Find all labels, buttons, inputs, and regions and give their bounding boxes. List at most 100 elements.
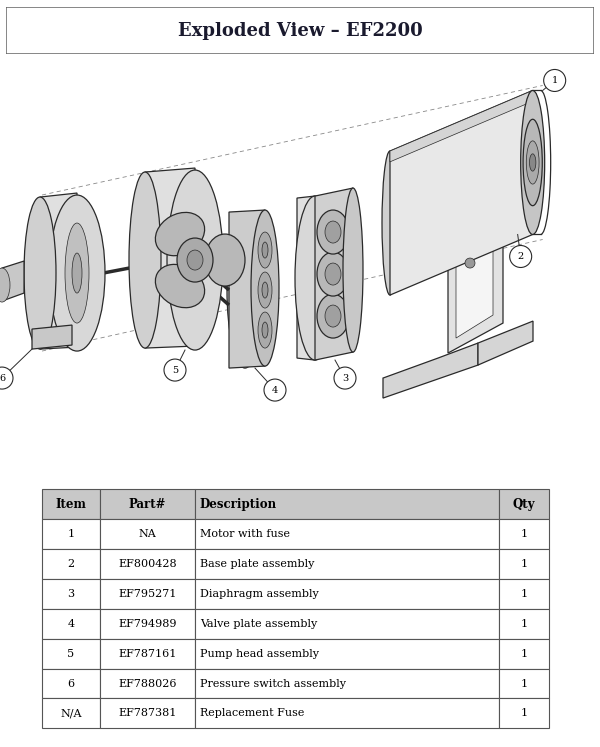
FancyBboxPatch shape bbox=[42, 579, 100, 609]
Ellipse shape bbox=[317, 210, 349, 254]
Text: 1: 1 bbox=[551, 76, 558, 85]
Ellipse shape bbox=[155, 264, 205, 308]
Polygon shape bbox=[478, 321, 533, 365]
Ellipse shape bbox=[24, 197, 56, 349]
Text: 1: 1 bbox=[520, 529, 527, 539]
Ellipse shape bbox=[0, 268, 10, 302]
FancyBboxPatch shape bbox=[42, 489, 100, 519]
Text: 1: 1 bbox=[67, 529, 74, 539]
FancyBboxPatch shape bbox=[499, 698, 549, 728]
Text: Part#: Part# bbox=[129, 498, 166, 511]
Ellipse shape bbox=[382, 151, 398, 295]
Text: EF787381: EF787381 bbox=[118, 708, 177, 719]
Ellipse shape bbox=[258, 272, 272, 308]
Circle shape bbox=[334, 367, 356, 389]
Ellipse shape bbox=[317, 252, 349, 296]
Circle shape bbox=[0, 367, 13, 389]
FancyBboxPatch shape bbox=[195, 489, 499, 519]
FancyBboxPatch shape bbox=[100, 549, 195, 579]
Text: 1: 1 bbox=[520, 619, 527, 629]
Ellipse shape bbox=[262, 242, 268, 258]
Ellipse shape bbox=[325, 263, 341, 285]
FancyBboxPatch shape bbox=[195, 698, 499, 728]
Polygon shape bbox=[456, 153, 493, 338]
Ellipse shape bbox=[205, 234, 245, 286]
Text: 5: 5 bbox=[67, 648, 74, 659]
Text: Diaphragm assembly: Diaphragm assembly bbox=[200, 589, 319, 599]
Text: 1: 1 bbox=[520, 708, 527, 719]
Text: EF795271: EF795271 bbox=[118, 589, 177, 599]
FancyBboxPatch shape bbox=[100, 669, 195, 698]
FancyBboxPatch shape bbox=[42, 519, 100, 549]
Ellipse shape bbox=[521, 90, 545, 235]
Circle shape bbox=[465, 258, 475, 268]
Circle shape bbox=[264, 379, 286, 401]
Ellipse shape bbox=[295, 196, 335, 360]
FancyBboxPatch shape bbox=[100, 639, 195, 669]
Text: 4: 4 bbox=[272, 385, 278, 394]
FancyBboxPatch shape bbox=[499, 609, 549, 639]
FancyBboxPatch shape bbox=[100, 579, 195, 609]
Text: 3: 3 bbox=[342, 374, 348, 382]
FancyBboxPatch shape bbox=[100, 698, 195, 728]
Text: EF788026: EF788026 bbox=[118, 678, 177, 689]
FancyBboxPatch shape bbox=[499, 549, 549, 579]
Text: EF787161: EF787161 bbox=[118, 648, 177, 659]
Text: 1: 1 bbox=[520, 648, 527, 659]
Text: 3: 3 bbox=[67, 589, 74, 599]
Ellipse shape bbox=[343, 188, 363, 352]
FancyBboxPatch shape bbox=[100, 519, 195, 549]
FancyBboxPatch shape bbox=[499, 639, 549, 669]
Ellipse shape bbox=[325, 305, 341, 327]
Text: Item: Item bbox=[56, 498, 86, 511]
FancyBboxPatch shape bbox=[100, 489, 195, 519]
FancyBboxPatch shape bbox=[6, 7, 594, 54]
Text: Qty: Qty bbox=[512, 498, 535, 511]
FancyBboxPatch shape bbox=[42, 609, 100, 639]
Text: Base plate assembly: Base plate assembly bbox=[200, 559, 314, 569]
Ellipse shape bbox=[72, 253, 82, 293]
FancyBboxPatch shape bbox=[42, 669, 100, 698]
Ellipse shape bbox=[155, 212, 205, 255]
Polygon shape bbox=[383, 343, 478, 398]
Polygon shape bbox=[390, 90, 533, 162]
Polygon shape bbox=[40, 193, 77, 349]
Text: Exploded View – EF2200: Exploded View – EF2200 bbox=[178, 22, 422, 40]
Text: Valve plate assembly: Valve plate assembly bbox=[200, 619, 317, 629]
Polygon shape bbox=[390, 90, 533, 295]
FancyBboxPatch shape bbox=[195, 609, 499, 639]
FancyBboxPatch shape bbox=[42, 698, 100, 728]
FancyBboxPatch shape bbox=[499, 519, 549, 549]
Ellipse shape bbox=[65, 223, 89, 323]
FancyBboxPatch shape bbox=[195, 669, 499, 698]
Text: Replacement Fuse: Replacement Fuse bbox=[200, 708, 304, 719]
Polygon shape bbox=[32, 325, 72, 349]
Polygon shape bbox=[388, 138, 448, 173]
Text: 1: 1 bbox=[520, 589, 527, 599]
Ellipse shape bbox=[258, 232, 272, 268]
Text: NA: NA bbox=[139, 529, 157, 539]
FancyBboxPatch shape bbox=[42, 639, 100, 669]
Ellipse shape bbox=[187, 250, 203, 270]
Text: 4: 4 bbox=[67, 619, 74, 629]
Circle shape bbox=[509, 246, 532, 267]
Text: Pressure switch assembly: Pressure switch assembly bbox=[200, 678, 346, 689]
Text: EF794989: EF794989 bbox=[118, 619, 177, 629]
Ellipse shape bbox=[167, 170, 223, 350]
Circle shape bbox=[164, 359, 186, 381]
Circle shape bbox=[544, 69, 566, 91]
Ellipse shape bbox=[251, 210, 279, 366]
Text: N/A: N/A bbox=[60, 708, 82, 719]
Text: 2: 2 bbox=[518, 252, 524, 261]
Ellipse shape bbox=[129, 172, 161, 348]
Ellipse shape bbox=[262, 282, 268, 298]
Ellipse shape bbox=[526, 141, 539, 184]
Ellipse shape bbox=[177, 238, 213, 282]
Text: 5: 5 bbox=[172, 365, 178, 374]
Polygon shape bbox=[145, 168, 195, 348]
Ellipse shape bbox=[325, 221, 341, 243]
Polygon shape bbox=[297, 196, 315, 360]
Ellipse shape bbox=[258, 312, 272, 348]
Text: Description: Description bbox=[200, 498, 277, 511]
Ellipse shape bbox=[317, 294, 349, 338]
